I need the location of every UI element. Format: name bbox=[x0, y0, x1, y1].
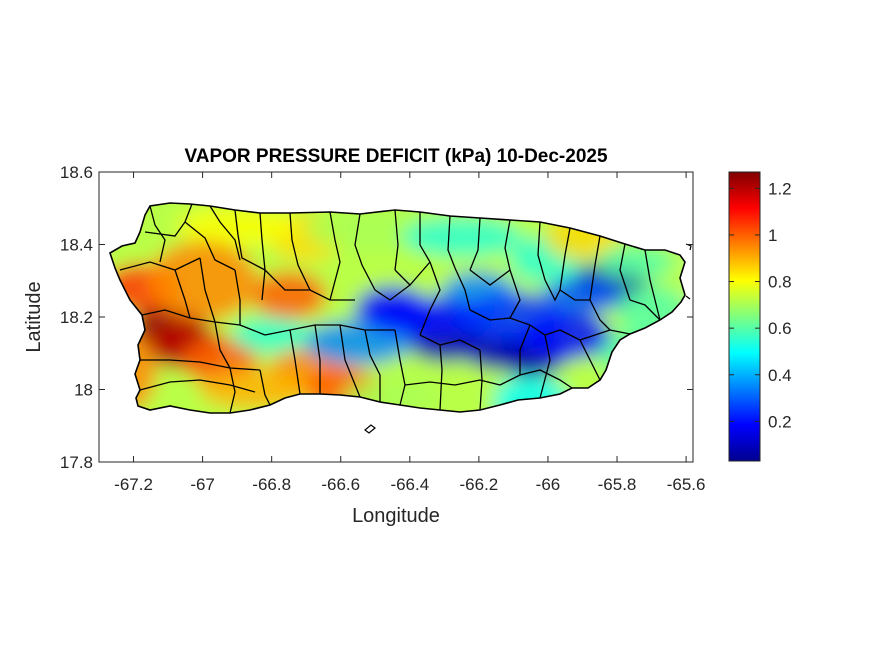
municipality-boundary bbox=[214, 321, 236, 414]
municipality-boundary bbox=[419, 212, 431, 263]
colorbar: 0.2 0.4 0.6 0.8 1 1.2 bbox=[728, 171, 792, 462]
municipality-boundary bbox=[404, 379, 501, 386]
municipality-boundary bbox=[439, 344, 443, 411]
colorbar-tick-label: 0.8 bbox=[768, 273, 792, 292]
x-tick-label: -67 bbox=[190, 475, 215, 494]
y-axis: 17.8 18 18.2 18.4 18.6 bbox=[60, 163, 693, 472]
municipality-boundary bbox=[289, 212, 311, 291]
municipality-boundary bbox=[529, 324, 581, 341]
municipality-boundary bbox=[504, 219, 511, 271]
municipality-boundary bbox=[354, 213, 376, 291]
municipality-boundary bbox=[184, 221, 236, 271]
municipality-boundary bbox=[259, 212, 266, 301]
x-tick-label: -66 bbox=[536, 475, 561, 494]
y-tick-label: 17.8 bbox=[60, 453, 93, 472]
municipality-boundary bbox=[629, 299, 661, 321]
chart-title: VAPOR PRESSURE DEFICIT (kPa) 10-Dec-2025 bbox=[184, 146, 607, 167]
y-tick-label: 18 bbox=[74, 381, 93, 400]
colorbar-tick-label: 1 bbox=[768, 226, 777, 245]
colorbar-tick-label: 1.2 bbox=[768, 179, 792, 198]
colorbar-tick-label: 0.6 bbox=[768, 319, 792, 338]
municipality-boundary bbox=[469, 269, 511, 286]
municipality-boundary bbox=[364, 329, 381, 402]
municipality-boundary bbox=[394, 209, 399, 271]
municipality-boundary bbox=[539, 334, 551, 399]
municipality-boundary bbox=[264, 324, 395, 336]
colorbar-tick-label: 0.4 bbox=[768, 366, 792, 385]
x-axis-label: Longitude bbox=[352, 505, 440, 527]
municipality-boundary bbox=[619, 243, 631, 301]
municipality-boundary bbox=[589, 299, 611, 331]
municipality-boundary bbox=[499, 369, 573, 389]
municipality-boundary bbox=[209, 205, 241, 261]
municipality-boundary bbox=[394, 329, 406, 406]
municipality-boundary bbox=[509, 269, 521, 319]
municipality-boundary bbox=[174, 269, 191, 319]
x-tick-label: -66.2 bbox=[460, 475, 499, 494]
municipality-boundary bbox=[141, 309, 266, 336]
municipality-boundary bbox=[234, 269, 241, 325]
colorbar-gradient bbox=[728, 171, 761, 462]
x-tick-label: -65.6 bbox=[667, 475, 706, 494]
municipality-boundary bbox=[119, 257, 201, 271]
municipality-boundary bbox=[314, 324, 321, 394]
y-tick-label: 18.6 bbox=[60, 163, 93, 182]
municipality-boundary bbox=[140, 359, 261, 371]
colorbar-tick-label: 0.2 bbox=[768, 412, 792, 431]
municipality-boundary bbox=[149, 205, 166, 263]
municipality-boundary bbox=[339, 324, 361, 398]
municipality-boundary bbox=[419, 261, 441, 336]
x-tick-label: -65.8 bbox=[598, 475, 637, 494]
municipality-boundary bbox=[144, 203, 193, 237]
x-tick-label: -66.4 bbox=[390, 475, 429, 494]
municipality-boundary bbox=[589, 235, 601, 301]
municipality-boundary bbox=[139, 379, 256, 393]
municipality-boundary bbox=[544, 279, 561, 302]
municipality-boundary bbox=[234, 209, 266, 271]
municipality-boundary bbox=[199, 257, 216, 323]
x-tick-label: -66.6 bbox=[321, 475, 360, 494]
municipality-boundary bbox=[289, 329, 301, 395]
x-tick-label: -67.2 bbox=[114, 475, 153, 494]
municipality-boundary bbox=[469, 309, 531, 326]
municipality-boundary bbox=[519, 324, 531, 375]
y-tick-label: 18.4 bbox=[60, 236, 93, 255]
municipality-boundary bbox=[559, 289, 590, 301]
municipality-boundary bbox=[559, 227, 571, 291]
y-tick-label: 18.2 bbox=[60, 308, 93, 327]
municipality-boundary bbox=[579, 339, 601, 381]
municipality-boundary bbox=[419, 334, 481, 351]
municipality-boundary bbox=[374, 284, 411, 301]
municipality-boundary bbox=[259, 369, 271, 406]
vpd-field bbox=[110, 203, 685, 413]
municipality-boundary bbox=[479, 349, 483, 411]
small-island bbox=[364, 424, 376, 434]
x-axis: -67.2 -67 -66.8 -66.6 -66.4 -66.2 -66 -65.8 -65.… bbox=[114, 172, 705, 494]
municipality-boundary bbox=[469, 217, 481, 271]
island-outline bbox=[109, 202, 686, 414]
municipality-boundary bbox=[537, 221, 546, 281]
municipality-boundary bbox=[264, 269, 355, 301]
y-axis-label: Latitude bbox=[23, 281, 45, 352]
municipality-boundary bbox=[447, 215, 456, 269]
municipality-boundary bbox=[579, 329, 631, 341]
municipality-boundary bbox=[329, 211, 341, 301]
x-tick-label: -66.8 bbox=[252, 475, 291, 494]
municipality-boundary bbox=[454, 267, 471, 311]
municipality-boundary bbox=[644, 249, 661, 321]
